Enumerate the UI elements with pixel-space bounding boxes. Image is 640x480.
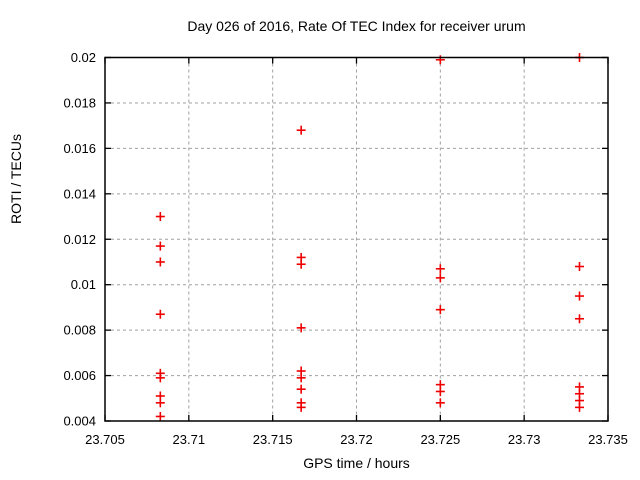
data-point-marker xyxy=(574,291,584,301)
data-point-marker xyxy=(435,305,445,315)
y-tick-label: 0.008 xyxy=(63,323,96,338)
chart-title: Day 026 of 2016, Rate Of TEC Index for r… xyxy=(187,18,526,34)
data-point-marker xyxy=(296,259,306,269)
data-point-marker xyxy=(155,373,165,383)
y-tick-label: 0.02 xyxy=(71,50,96,65)
data-point-marker xyxy=(155,309,165,319)
x-tick-label: 23.735 xyxy=(588,432,628,447)
data-point-marker xyxy=(435,55,445,65)
y-tick-label: 0.014 xyxy=(63,186,96,201)
data-point-marker xyxy=(155,398,165,408)
plot-border xyxy=(104,56,609,422)
data-point-marker xyxy=(155,241,165,251)
x-tick-label: 23.725 xyxy=(420,432,460,447)
y-tick-label: 0.018 xyxy=(63,95,96,110)
x-tick-label: 23.72 xyxy=(340,432,373,447)
x-tick-label: 23.715 xyxy=(253,432,293,447)
data-point-marker xyxy=(296,384,306,394)
data-point-marker xyxy=(435,386,445,396)
y-tick-label: 0.006 xyxy=(63,368,96,383)
y-tick-label: 0.004 xyxy=(63,414,96,429)
x-tick-label: 23.705 xyxy=(85,432,125,447)
y-tick-label: 0.012 xyxy=(63,232,96,247)
data-point-marker xyxy=(435,264,445,274)
data-point-marker xyxy=(574,314,584,324)
data-point-marker xyxy=(435,398,445,408)
data-point-marker xyxy=(296,323,306,333)
data-point-marker xyxy=(296,402,306,412)
data-point-marker xyxy=(296,373,306,383)
x-axis-label: GPS time / hours xyxy=(303,455,410,471)
data-point-marker xyxy=(574,262,584,272)
x-tick-label: 23.71 xyxy=(173,432,206,447)
data-point-marker xyxy=(155,257,165,267)
data-point-marker xyxy=(296,125,306,135)
x-tick-label: 23.73 xyxy=(508,432,541,447)
y-tick-label: 0.01 xyxy=(71,277,96,292)
data-point-marker xyxy=(574,402,584,412)
data-point-marker xyxy=(155,212,165,222)
data-point-marker xyxy=(155,411,165,421)
y-tick-label: 0.016 xyxy=(63,141,96,156)
data-point-marker xyxy=(435,273,445,283)
